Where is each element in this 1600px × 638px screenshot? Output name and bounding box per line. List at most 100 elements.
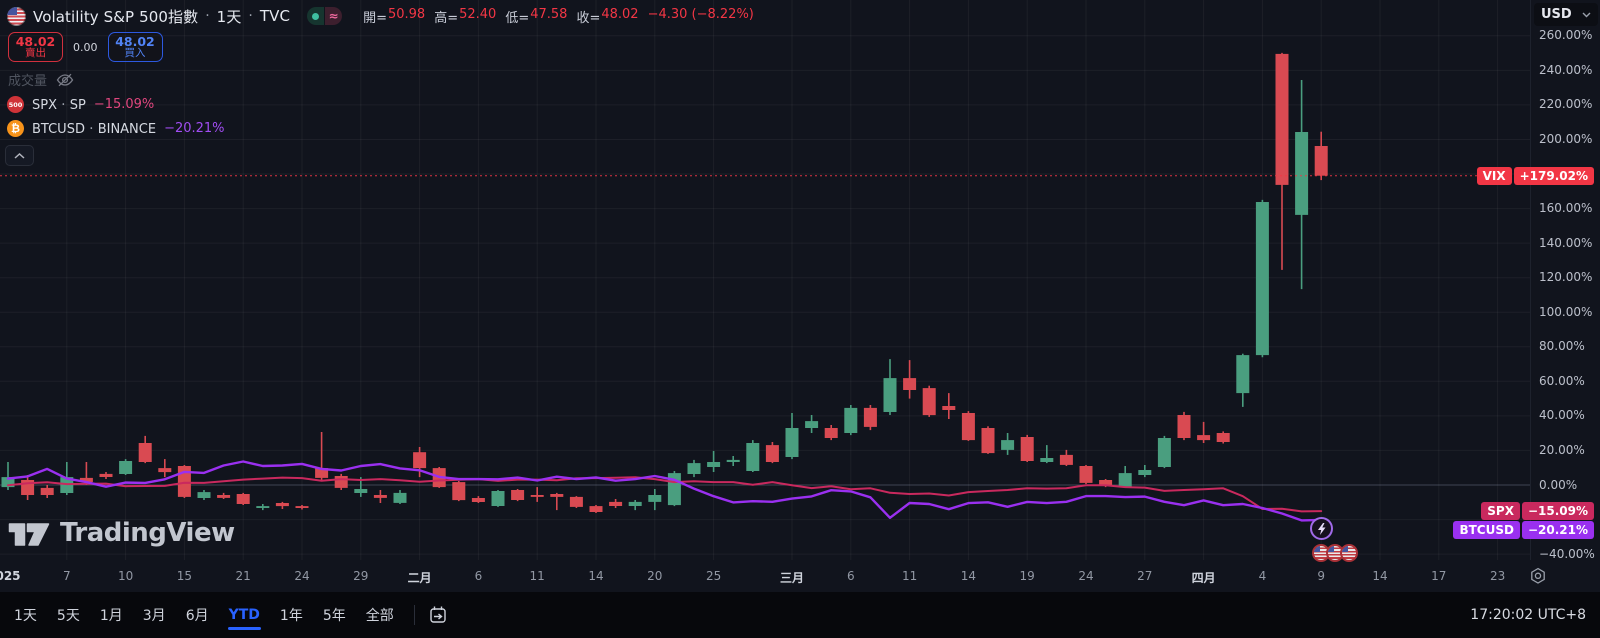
delayed-data-icon[interactable]: ≈ bbox=[325, 7, 343, 25]
time-axis-label: 20 bbox=[647, 569, 663, 583]
price-axis-label: 100.00% bbox=[1539, 304, 1593, 319]
compare-row-btcusd[interactable]: ₿ BTCUSD · BINANCE −20.21% bbox=[7, 120, 225, 137]
timezone-clock[interactable]: 17:20:02 UTC+8 bbox=[1470, 607, 1586, 623]
range-button-1月[interactable]: 1月 bbox=[99, 608, 123, 624]
time-axis-label: 14 bbox=[1372, 569, 1388, 583]
sell-button[interactable]: 48.02 賣出 bbox=[8, 32, 63, 62]
time-axis-label: 6 bbox=[846, 569, 855, 583]
separator: · bbox=[89, 120, 94, 137]
range-button-1天[interactable]: 1天 bbox=[14, 608, 37, 624]
exchange-label[interactable]: TVC bbox=[259, 7, 291, 25]
tradingview-watermark: TradingView bbox=[8, 517, 235, 549]
spread-value: 0.00 bbox=[73, 40, 98, 54]
spx-symbol: SPX bbox=[32, 97, 57, 113]
time-axis-label: 21 bbox=[235, 569, 251, 583]
buy-price: 48.02 bbox=[115, 33, 155, 49]
buy-button[interactable]: 48.02 買入 bbox=[107, 32, 163, 62]
time-axis-label: 025 bbox=[0, 569, 21, 583]
time-axis-label: 4 bbox=[1258, 569, 1267, 583]
currency-selector[interactable]: USD bbox=[1534, 3, 1598, 26]
tradingview-logo-icon bbox=[8, 523, 50, 546]
interval-label[interactable]: 1天 bbox=[216, 7, 242, 26]
lightning-event-icon[interactable] bbox=[1309, 517, 1333, 540]
go-to-date-button[interactable] bbox=[425, 602, 451, 628]
range-button-3月[interactable]: 3月 bbox=[142, 608, 166, 624]
close-value: 48.02 bbox=[601, 6, 639, 22]
calendar-icon bbox=[430, 606, 446, 623]
time-axis-label: 14 bbox=[960, 569, 977, 583]
time-axis-label: 11 bbox=[529, 569, 545, 583]
open-label: 開= bbox=[363, 10, 387, 26]
compare-row-spx[interactable]: 500 SPX · SP −15.09% bbox=[7, 96, 154, 113]
btcusd-change: −20.21% bbox=[164, 121, 225, 136]
separator: · bbox=[205, 8, 210, 24]
time-axis-label: 15 bbox=[176, 569, 193, 583]
chart-plot-area[interactable] bbox=[0, 0, 1530, 560]
buy-label: 買入 bbox=[124, 47, 146, 60]
market-status-icon[interactable] bbox=[307, 7, 325, 25]
spx-source: SP bbox=[69, 97, 86, 113]
change-value: −4.30 (−8.22%) bbox=[647, 6, 754, 22]
volume-label[interactable]: 成交量 bbox=[8, 74, 48, 89]
price-axis-label: 260.00% bbox=[1539, 28, 1593, 43]
separator: · bbox=[248, 8, 253, 24]
time-axis[interactable]: 025 7 10 15 21 24 29 二月 6 11 14 20 25 三月 6 11 14 19 24 27 四月… bbox=[0, 560, 1600, 592]
volume-legend-row: 成交量 bbox=[8, 70, 74, 89]
range-button-5天[interactable]: 5天 bbox=[56, 608, 80, 624]
btc-icon: ₿ bbox=[7, 120, 24, 137]
currency-label: USD bbox=[1541, 7, 1572, 22]
price-axis-label: 0.00% bbox=[1539, 477, 1578, 492]
price-axis-label: −40.00% bbox=[1539, 546, 1595, 561]
range-button-1年[interactable]: 1年 bbox=[279, 608, 303, 624]
us-event-flag-icon[interactable] bbox=[1340, 544, 1359, 562]
order-panel: 48.02 賣出 0.00 48.02 買入 bbox=[8, 32, 163, 62]
collapse-legend-button[interactable] bbox=[5, 145, 34, 166]
high-label: 高= bbox=[434, 10, 459, 26]
us-flag-icon bbox=[7, 6, 26, 26]
time-axis-label: 10 bbox=[117, 569, 134, 583]
range-button-6月[interactable]: 6月 bbox=[185, 608, 209, 624]
vix-price-badge[interactable]: VIX +179.02% bbox=[1476, 166, 1594, 185]
range-button-全部[interactable]: 全部 bbox=[365, 608, 394, 624]
time-axis-label: 11 bbox=[901, 569, 918, 583]
range-button-YTD[interactable]: YTD bbox=[219, 600, 270, 630]
range-button-5年[interactable]: 5年 bbox=[322, 608, 346, 624]
symbol-title[interactable]: Volatility S&P 500指數 bbox=[33, 7, 199, 26]
btc-source: BINANCE bbox=[97, 121, 157, 137]
time-axis-label: 6 bbox=[474, 569, 483, 583]
economic-event-flags[interactable] bbox=[1312, 544, 1359, 562]
ohlc-readout: 開= 50.98 高= 52.40 低= 47.58 收= 48.02 −4.30 (−… bbox=[363, 7, 754, 26]
price-axis-label: 220.00% bbox=[1539, 97, 1593, 112]
time-axis-label: 24 bbox=[294, 569, 310, 583]
time-axis-label: 四月 bbox=[1191, 571, 1216, 585]
price-axis-label: 40.00% bbox=[1539, 408, 1585, 423]
low-value: 47.58 bbox=[530, 6, 568, 22]
time-axis-label: 25 bbox=[705, 569, 722, 583]
eye-off-icon[interactable] bbox=[56, 73, 74, 87]
price-axis-label: 60.00% bbox=[1539, 373, 1585, 388]
time-axis-label: 24 bbox=[1078, 569, 1094, 583]
price-axis-label: 140.00% bbox=[1539, 235, 1593, 250]
time-axis-label: 27 bbox=[1137, 569, 1153, 583]
time-axis-label: 17 bbox=[1431, 569, 1447, 583]
chevron-up-icon bbox=[14, 152, 25, 159]
price-axis-label: 240.00% bbox=[1539, 62, 1593, 77]
candlestick-chart bbox=[0, 0, 1530, 560]
price-axis-label: 80.00% bbox=[1539, 339, 1585, 354]
time-axis-label: 19 bbox=[1019, 569, 1035, 583]
axis-settings-gear-icon[interactable] bbox=[1529, 567, 1547, 585]
time-axis-label: 29 bbox=[353, 569, 369, 583]
spx-price-badge[interactable]: SPX −15.09% bbox=[1481, 502, 1594, 521]
bottom-toolbar: 1天 5天 1月 3月 6月 YTD 1年 5年 全部 17:20:02 UTC+8 bbox=[0, 592, 1600, 638]
status-pills: ≈ bbox=[307, 7, 343, 25]
separator: · bbox=[61, 96, 66, 113]
watermark-text: TradingView bbox=[60, 518, 235, 548]
high-value: 52.40 bbox=[459, 6, 497, 22]
btcusd-price-badge[interactable]: BTCUSD −20.21% bbox=[1453, 521, 1594, 540]
sell-price: 48.02 bbox=[15, 33, 56, 49]
sell-label: 賣出 bbox=[25, 47, 46, 60]
spx-change: −15.09% bbox=[93, 97, 155, 112]
price-axis[interactable]: USD 260.00% 240.00% 220.00% 200.00% 160.00% 1… bbox=[1530, 0, 1600, 561]
low-label: 低= bbox=[505, 10, 530, 26]
